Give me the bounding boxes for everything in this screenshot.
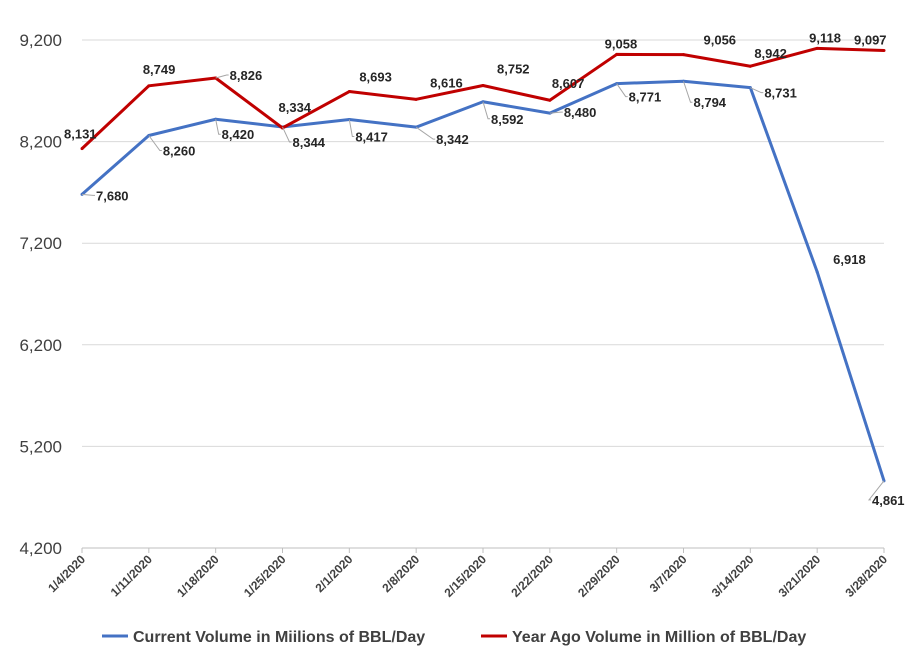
label-leader-line [81, 193, 95, 196]
data-point [80, 147, 84, 151]
x-tick-label: 2/29/2020 [575, 552, 623, 600]
data-label: 8,942 [754, 46, 787, 61]
data-label: 8,826 [230, 68, 263, 83]
data-point [615, 52, 619, 56]
label-leader-line [148, 135, 162, 152]
data-label: 8,260 [163, 144, 196, 159]
x-tick-label: 1/11/2020 [108, 552, 155, 599]
data-point [682, 53, 685, 57]
label-leader-line [215, 119, 221, 135]
x-tick-label: 3/21/2020 [776, 552, 824, 600]
data-point [481, 84, 485, 88]
data-label: 8,752 [497, 62, 530, 77]
data-point [748, 64, 752, 68]
label-leader-line [348, 119, 355, 138]
data-label: 7,680 [96, 188, 129, 203]
data-label: 8,344 [293, 135, 326, 150]
data-label: 8,131 [64, 127, 97, 142]
y-tick-label: 8,200 [19, 133, 62, 152]
x-tick-label: 1/4/2020 [45, 552, 88, 595]
legend-label: Year Ago Volume in Million of BBL/Day [512, 629, 806, 646]
data-label: 9,097 [854, 32, 887, 47]
data-label: 8,607 [552, 76, 585, 91]
legend-label: Current Volume in Miilions of BBL/Day [133, 629, 425, 646]
data-label: 8,771 [629, 90, 662, 105]
data-point [815, 46, 819, 50]
legend-item-1: Year Ago Volume in Million of BBL/Day [481, 629, 806, 646]
data-label: 6,918 [833, 252, 866, 267]
data-label: 9,056 [704, 33, 737, 48]
label-leader-line [215, 74, 229, 79]
label-leader-line [750, 87, 764, 94]
data-label: 8,794 [694, 95, 727, 110]
data-point [815, 270, 819, 274]
data-label: 8,731 [764, 86, 797, 101]
y-tick-label: 4,200 [19, 539, 62, 558]
data-point [147, 84, 151, 88]
label-leader-line [482, 101, 490, 120]
y-tick-label: 5,200 [19, 437, 62, 456]
y-tick-label: 9,200 [19, 31, 62, 50]
x-tick-label: 2/22/2020 [508, 552, 556, 600]
data-label: 8,693 [359, 70, 392, 85]
x-tick-label: 3/14/2020 [709, 552, 757, 600]
label-leader-line [683, 81, 693, 103]
data-label: 8,334 [279, 100, 312, 115]
data-label: 8,616 [430, 75, 463, 90]
data-label: 8,417 [355, 130, 388, 145]
data-label: 9,118 [809, 30, 841, 45]
x-tick-label: 2/15/2020 [441, 552, 489, 600]
x-tick-label: 3/7/2020 [647, 552, 690, 595]
data-point [548, 98, 552, 102]
data-label: 8,420 [222, 127, 255, 142]
y-tick-label: 6,200 [19, 336, 62, 355]
x-tick-label: 2/1/2020 [313, 552, 356, 595]
legend-item-0: Current Volume in Miilions of BBL/Day [102, 629, 425, 646]
data-label: 8,342 [436, 132, 469, 147]
x-tick-label: 1/25/2020 [241, 552, 289, 600]
data-point [414, 97, 418, 101]
y-tick-label: 7,200 [19, 234, 62, 253]
data-label: 8,592 [491, 112, 524, 127]
label-leader-line [616, 83, 628, 98]
label-leader-line [867, 480, 885, 501]
x-tick-label: 3/28/2020 [842, 552, 890, 600]
data-label: 9,058 [605, 36, 638, 51]
x-tick-label: 1/18/2020 [174, 552, 222, 600]
x-tick-label: 2/8/2020 [379, 552, 422, 595]
data-label: 8,480 [564, 105, 597, 120]
label-leader-line [549, 111, 563, 114]
data-point [882, 48, 886, 52]
label-leader-line [415, 126, 436, 140]
label-leader-line [282, 126, 292, 143]
data-point [347, 90, 351, 94]
data-label: 8,749 [143, 62, 176, 77]
data-label: 4,861 [872, 493, 905, 508]
